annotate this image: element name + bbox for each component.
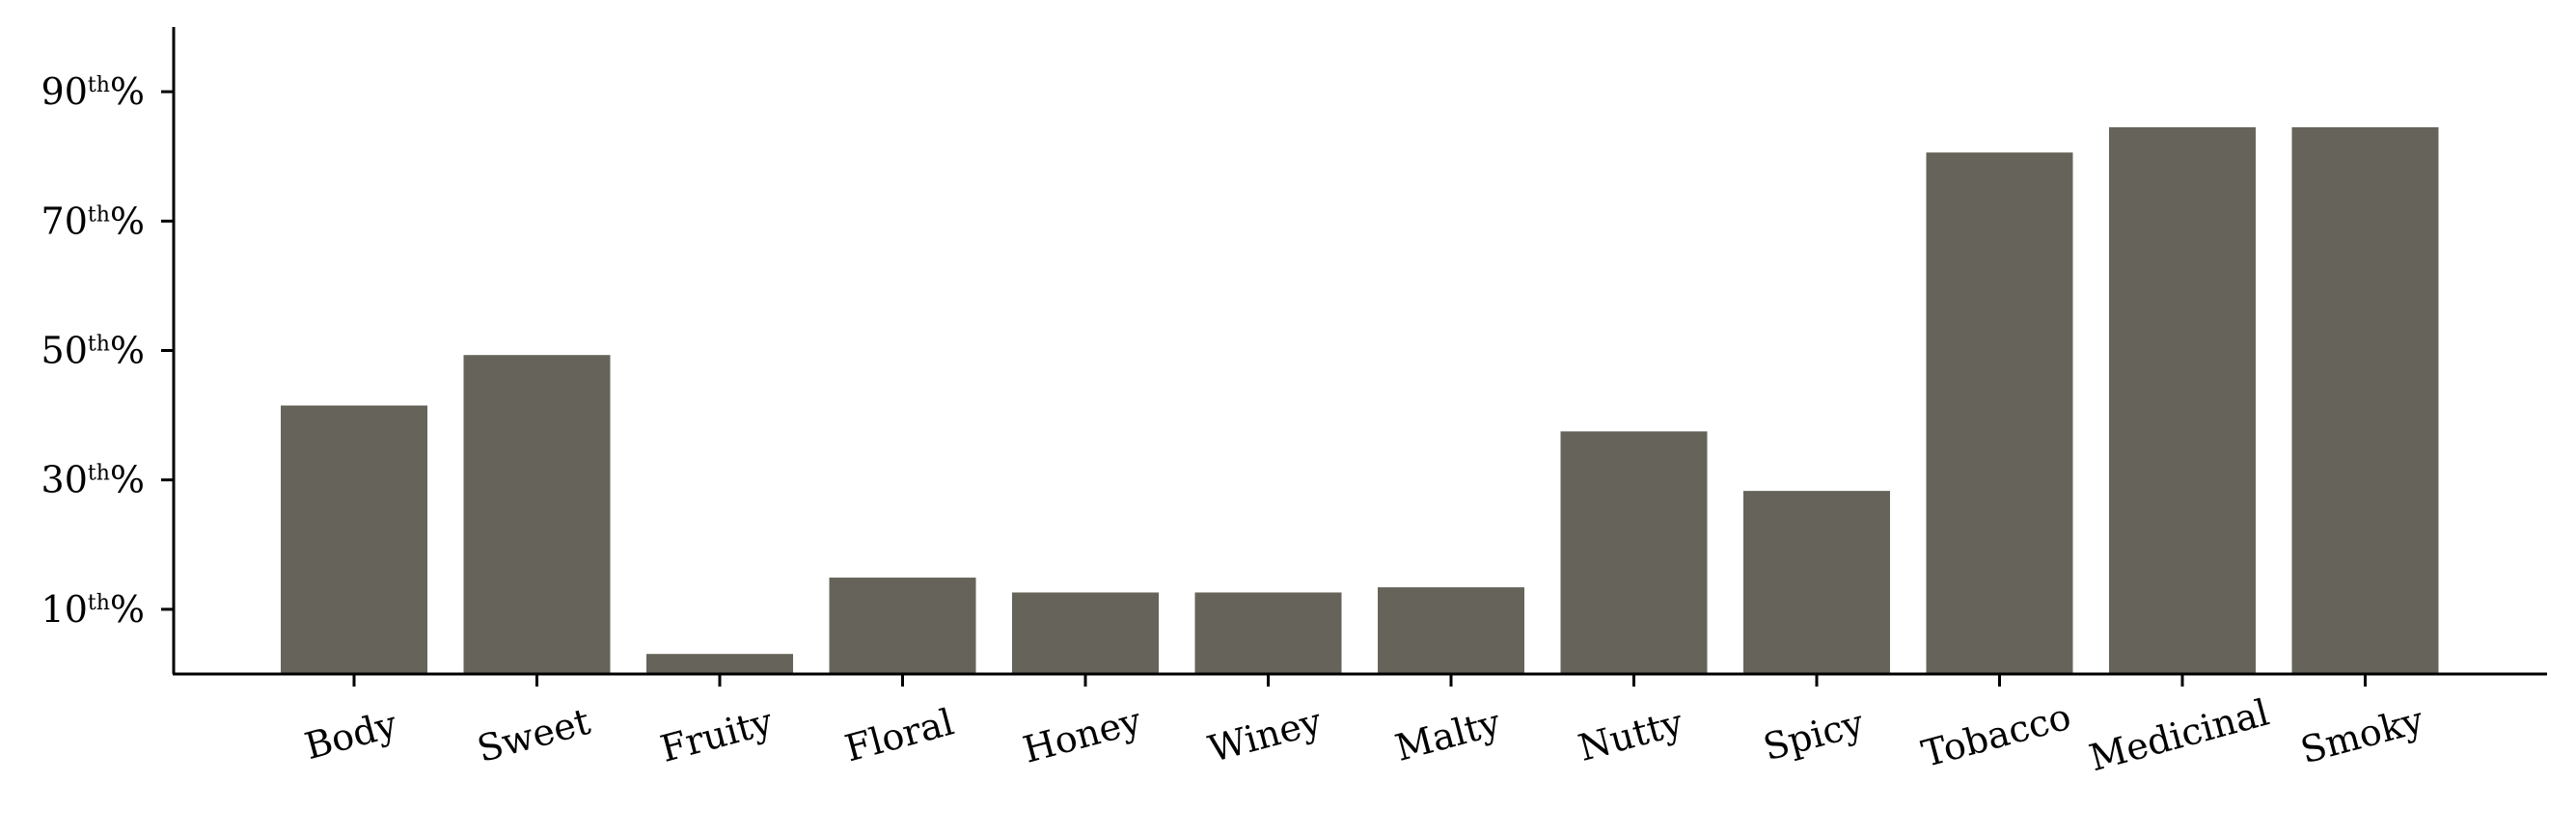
bar-nutty: [1560, 431, 1708, 674]
y-axis-ticks: 10th% 30th% 50th% 70th% 90th%: [41, 70, 174, 631]
bar-fruity: [646, 654, 793, 674]
x-tick-label: Fruity: [656, 700, 778, 770]
x-tick-label: Spicy: [1759, 701, 1869, 769]
x-tick-label: Smoky: [2296, 698, 2428, 771]
x-tick-label: Nutty: [1574, 701, 1687, 769]
bar-floral: [829, 578, 976, 674]
bar-malty: [1378, 587, 1524, 674]
x-tick-label: Medicinal: [2085, 691, 2273, 780]
bar-tobacco: [1926, 152, 2073, 674]
x-tick-label: Honey: [1019, 699, 1146, 771]
x-tick-label: Floral: [840, 700, 958, 769]
x-axis-ticks: Body Sweet Fruity Floral Honey Winey Malty Nutt…: [300, 674, 2428, 779]
bar-winey: [1194, 592, 1342, 674]
y-tick-label: 10th%: [41, 588, 145, 631]
x-tick-label: Body: [300, 703, 401, 769]
bar-spicy: [1743, 491, 1890, 674]
bar-smoky: [2291, 127, 2439, 674]
bar-medicinal: [2109, 127, 2256, 674]
bar-honey: [1012, 592, 1159, 674]
bar-sweet: [463, 355, 611, 674]
y-tick-label: 90th%: [41, 70, 145, 113]
x-tick-label: Malty: [1391, 701, 1506, 769]
bar-body: [281, 405, 427, 674]
x-tick-label: Sweet: [473, 700, 594, 770]
y-tick-label: 30th%: [41, 459, 145, 501]
bars-group: [281, 127, 2439, 674]
y-tick-label: 50th%: [41, 330, 145, 372]
x-tick-label: Winey: [1204, 700, 1327, 770]
x-tick-label: Tobacco: [1917, 695, 2075, 775]
y-tick-label: 70th%: [41, 200, 145, 242]
